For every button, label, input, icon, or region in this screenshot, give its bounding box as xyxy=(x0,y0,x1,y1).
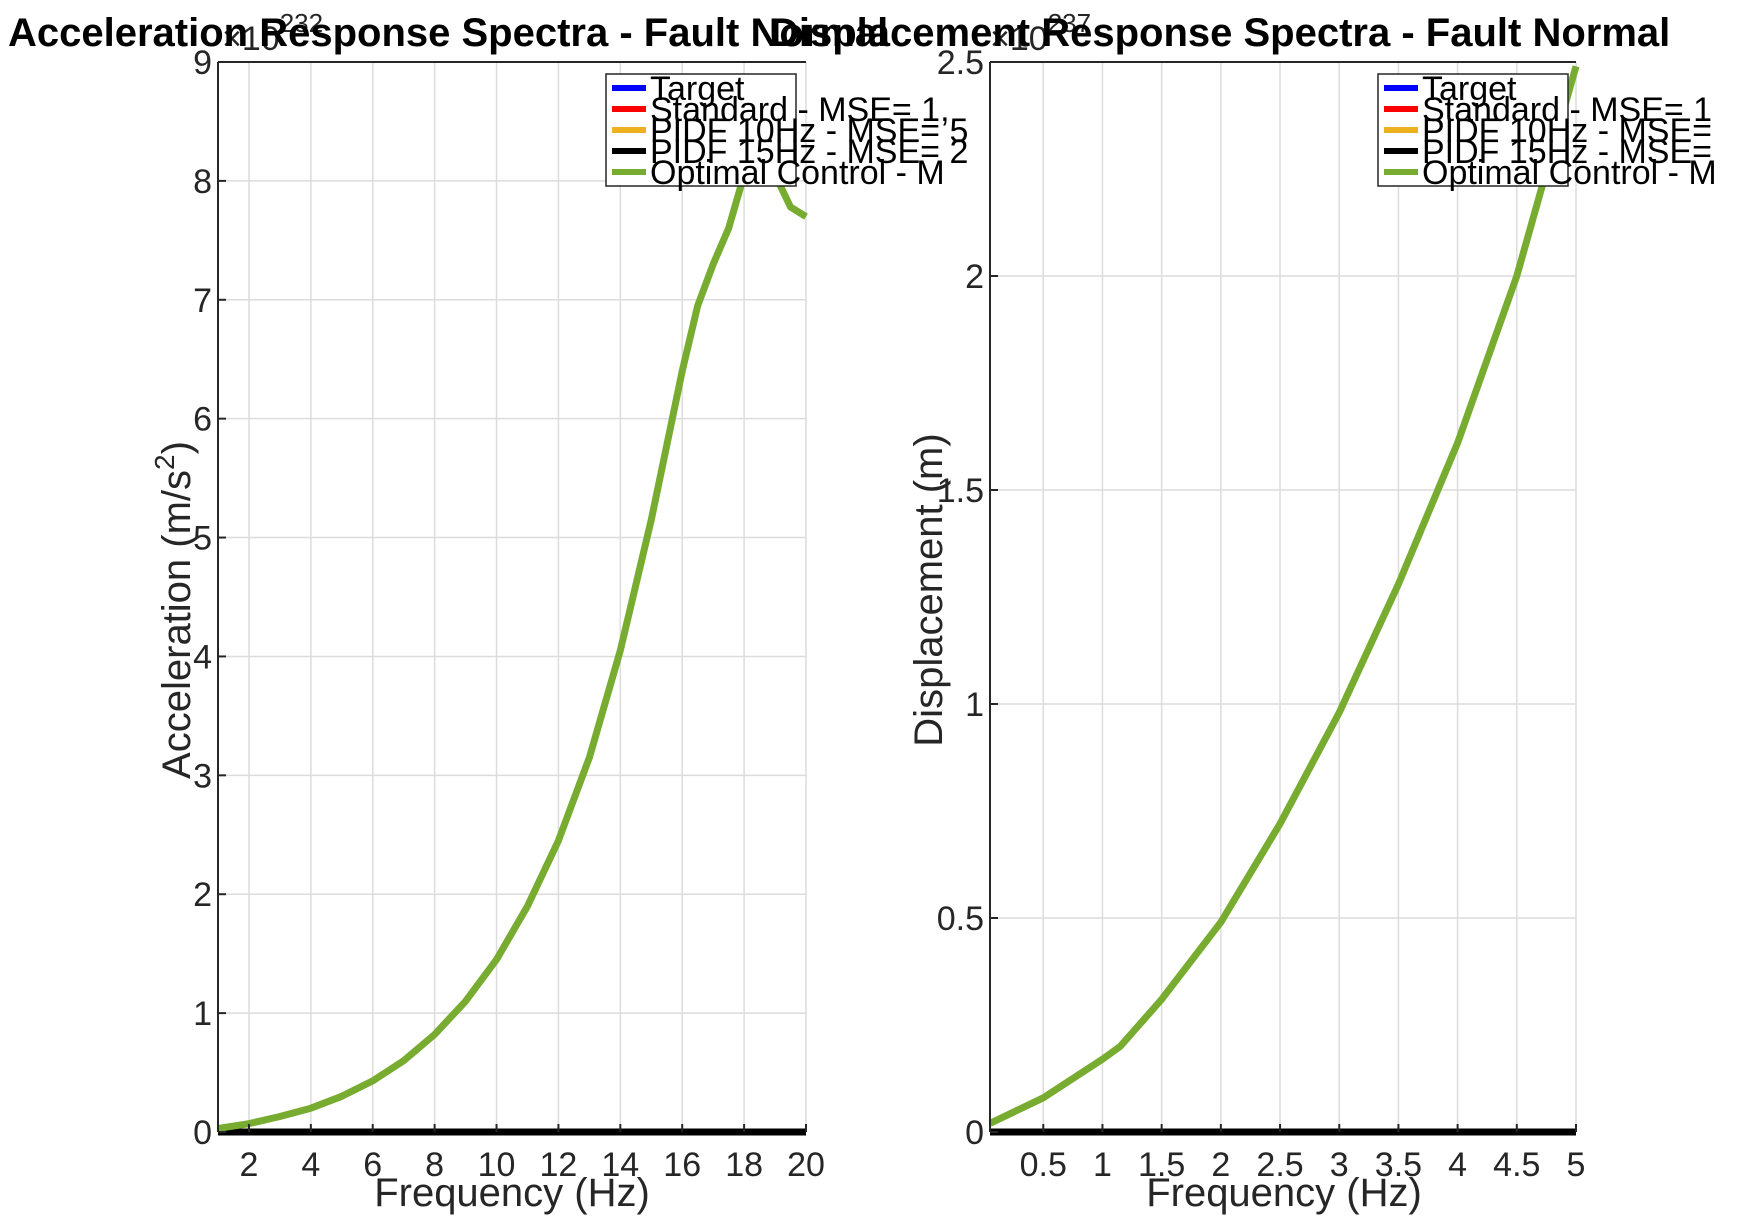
x-tick-label: 1 xyxy=(1093,1146,1112,1184)
y-tick-label: 1 xyxy=(965,686,984,724)
y-axis-label: Acceleration (m/s2) xyxy=(149,441,199,779)
x-tick-label: 5 xyxy=(1567,1146,1586,1184)
x-tick-label: 0.5 xyxy=(1020,1146,1067,1184)
legend-label: Optimal Control - M xyxy=(1422,154,1717,192)
series-line-optimal xyxy=(988,65,1580,1127)
legend-label: Standard - MSE= 1, xyxy=(650,91,950,129)
chart-title: Acceleration Response Spectra - Fault No… xyxy=(8,11,888,55)
x-tick-label: 3 xyxy=(1330,1146,1349,1184)
x-tick-label: 3.5 xyxy=(1375,1146,1422,1184)
y-tick-label: 3 xyxy=(193,757,212,795)
x-tick-label: 8 xyxy=(425,1146,444,1184)
y-exponent: ×10237 xyxy=(990,8,1091,58)
displacement-chart: 0.5 1 1.5 2 2.5 3 3.5 4 4.5 500.511.522.5 ×10237 … xyxy=(770,8,1717,1215)
x-tick-label: 12 xyxy=(540,1146,578,1184)
legend-label: PIDF 10Hz - MSE= 5 xyxy=(650,112,968,150)
x-tick-label: 4.5 xyxy=(1493,1146,1540,1184)
y-tick-label: 9 xyxy=(193,44,212,82)
y-tick-label: 2.5 xyxy=(937,44,984,82)
legend-label: PIDF 10Hz - MSE= xyxy=(1422,112,1712,150)
y-tick-label: 8 xyxy=(193,163,212,201)
y-tick-label: 7 xyxy=(193,282,212,320)
x-tick-label: 4 xyxy=(301,1146,320,1184)
y-tick-label: 2 xyxy=(965,258,984,296)
x-tick-label: 2 xyxy=(1211,1146,1230,1184)
legend-label: Target xyxy=(1422,70,1517,108)
legend-label: Optimal Control - M xyxy=(650,154,945,192)
y-tick-label: 5 xyxy=(193,520,212,558)
x-axis-label: Frequency (Hz) xyxy=(374,1171,650,1215)
y-tick-label: 1 xyxy=(193,995,212,1033)
x-tick-label: 14 xyxy=(601,1146,639,1184)
y-tick-label: 2 xyxy=(193,876,212,914)
legend-label: Standard - MSE= 1 xyxy=(1422,91,1712,129)
x-tick-label: 2 xyxy=(239,1146,258,1184)
legend-label: Target xyxy=(650,70,745,108)
y-tick-label: 4 xyxy=(193,638,212,676)
x-tick-label: 4 xyxy=(1448,1146,1467,1184)
y-tick-label: 6 xyxy=(193,401,212,439)
y-tick-label: 0.5 xyxy=(937,900,984,938)
x-tick-label: 2.5 xyxy=(1256,1146,1303,1184)
x-tick-label: 10 xyxy=(478,1146,516,1184)
x-tick-label: 6 xyxy=(363,1146,382,1184)
y-exponent: ×10232 xyxy=(222,8,323,58)
legend-label: PIDF 15Hz - MSE= 2 xyxy=(650,133,968,171)
x-axis-label: Frequency (Hz) xyxy=(1146,1171,1422,1215)
chart-title: Displacement Response Spectra - Fault No… xyxy=(770,11,1670,55)
x-tick-label: 20 xyxy=(787,1146,825,1184)
y-tick-label: 1.5 xyxy=(937,472,984,510)
y-tick-label: 0 xyxy=(965,1114,984,1152)
y-axis-label: Displacement (m) xyxy=(907,433,951,746)
x-tick-label: 1.5 xyxy=(1138,1146,1185,1184)
legend-label: PIDF 15Hz - MSE= xyxy=(1422,133,1712,171)
x-tick-label: 18 xyxy=(725,1146,763,1184)
x-tick-label: 16 xyxy=(663,1146,701,1184)
y-tick-label: 0 xyxy=(193,1114,212,1152)
